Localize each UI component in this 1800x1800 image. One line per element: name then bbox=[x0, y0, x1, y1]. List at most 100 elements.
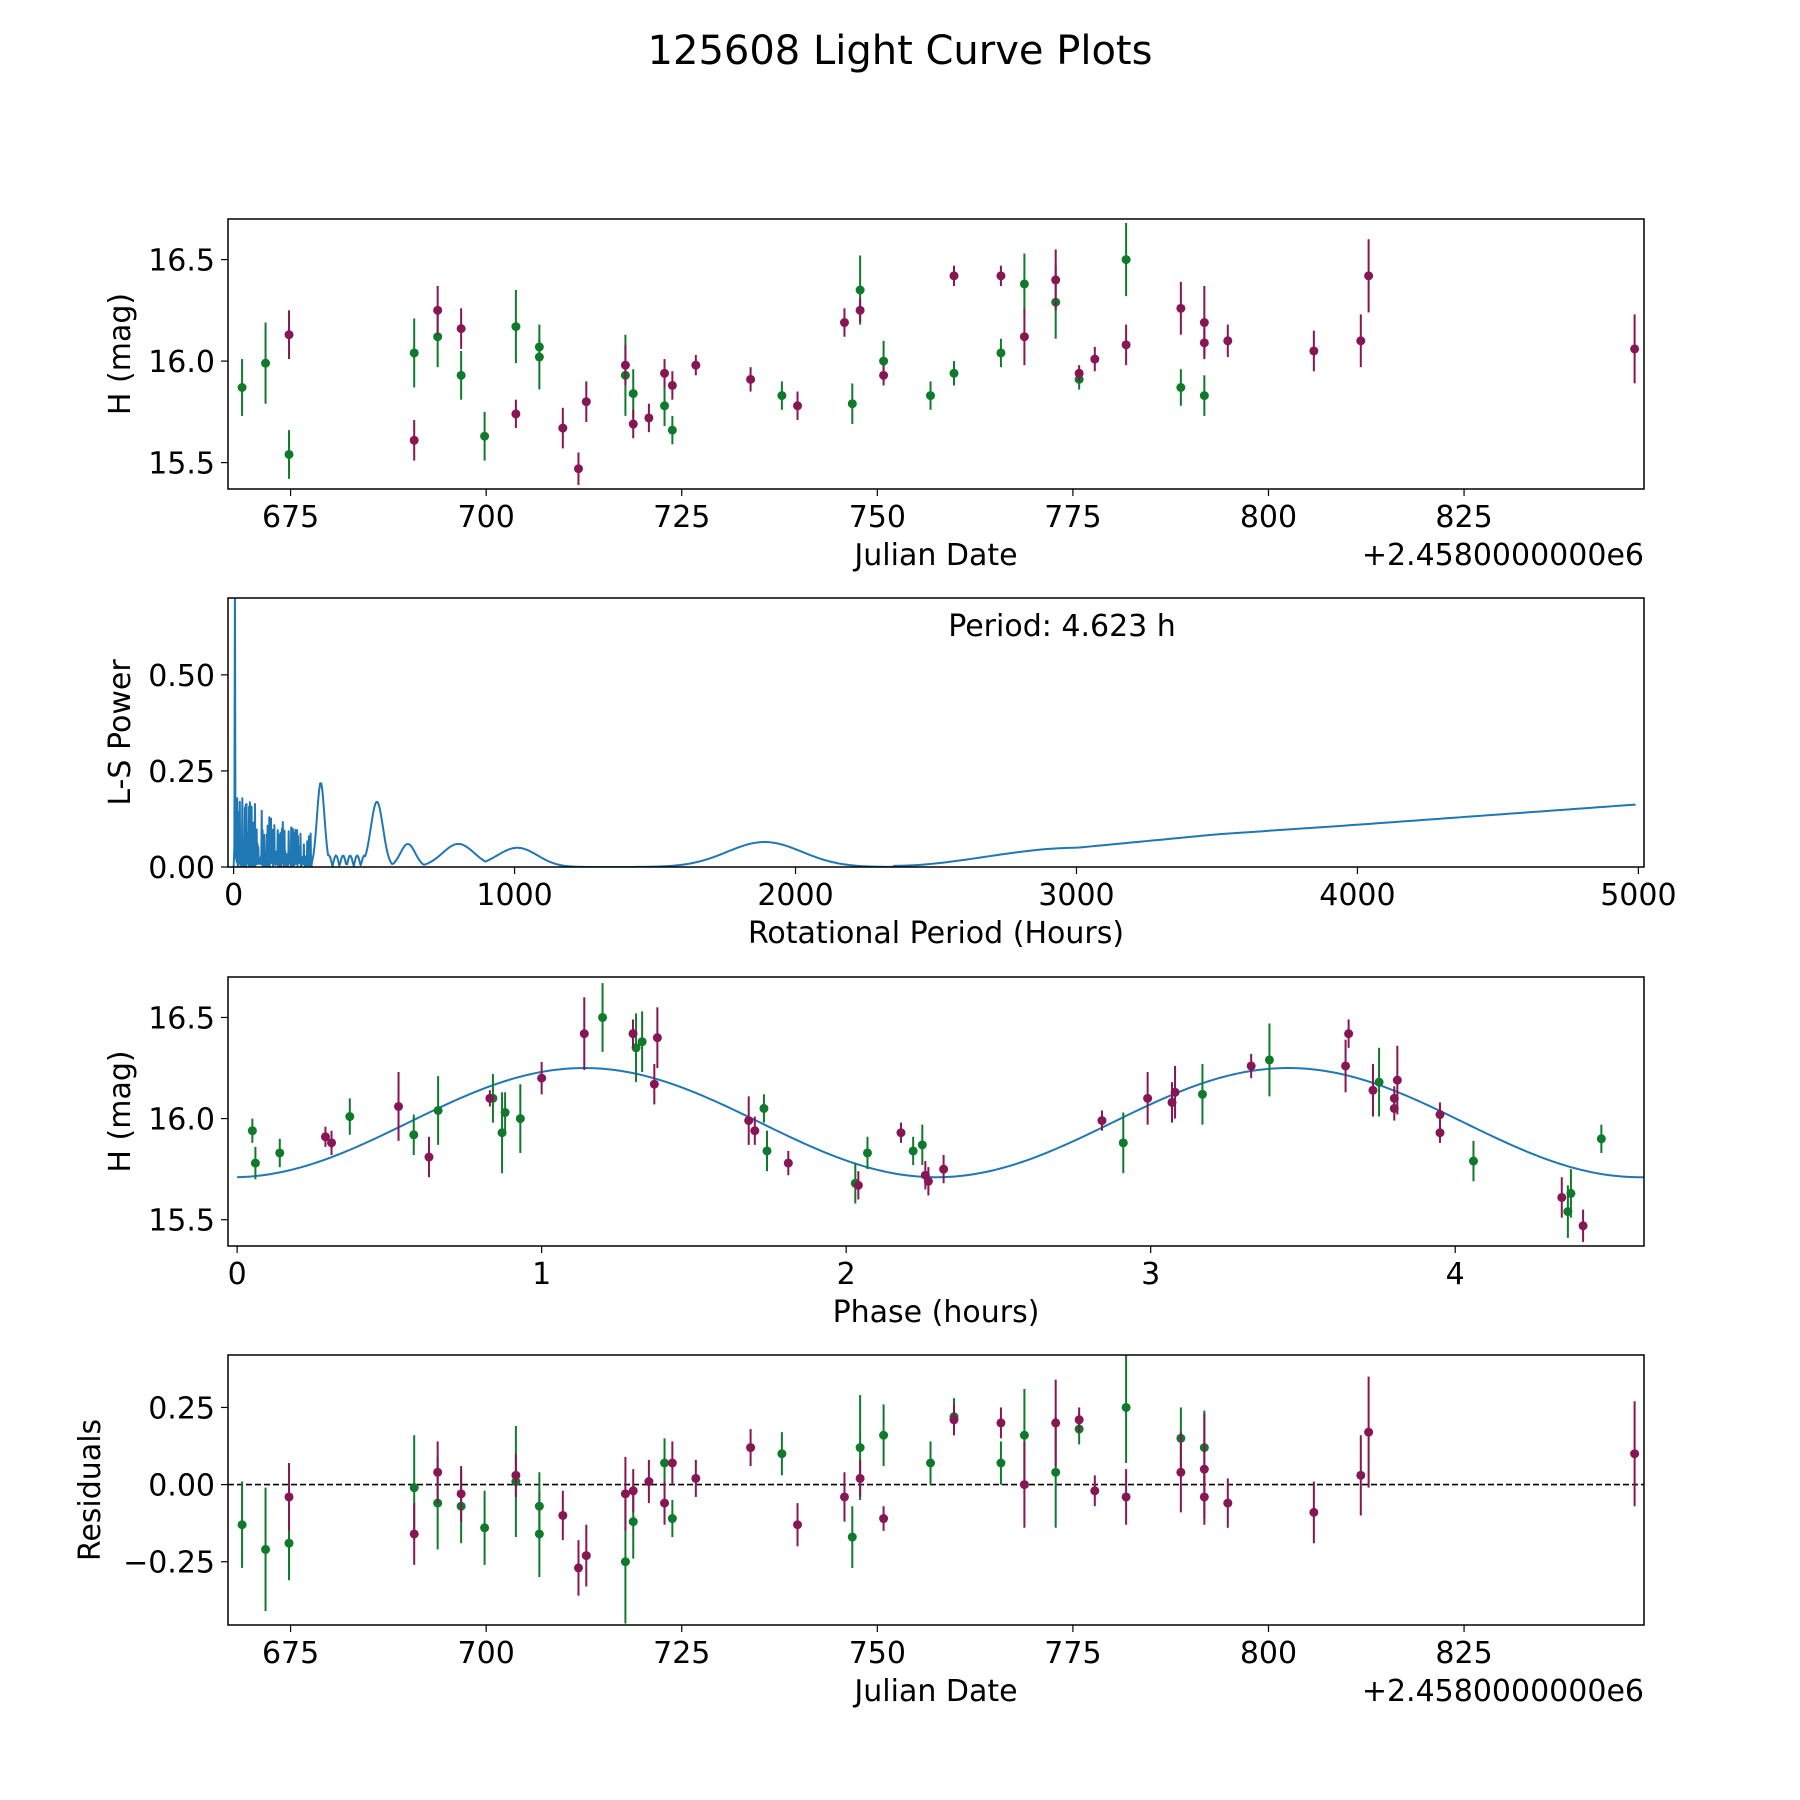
data-point bbox=[261, 1544, 271, 1554]
data-point bbox=[1090, 1486, 1100, 1496]
data-point bbox=[996, 348, 1006, 358]
x-tick-label: 775 bbox=[1044, 500, 1101, 535]
data-point bbox=[847, 399, 857, 409]
data-point bbox=[1356, 336, 1366, 346]
data-point bbox=[996, 271, 1006, 281]
x-tick-label: 825 bbox=[1435, 500, 1492, 535]
data-point bbox=[1118, 1138, 1128, 1148]
data-point bbox=[1392, 1075, 1402, 1085]
x-tick-label: 775 bbox=[1044, 1636, 1101, 1671]
data-point bbox=[558, 1510, 568, 1520]
phased-panel: 0 1 2 3 4 15.5 16.0 16.5 Phase (hours) H (mag) bbox=[103, 976, 1645, 1330]
data-point bbox=[1223, 336, 1233, 346]
phased-plot-area bbox=[237, 983, 1644, 1242]
x-tick-label: 2000 bbox=[757, 878, 833, 913]
data-point bbox=[284, 449, 294, 459]
model-curve bbox=[237, 1067, 1644, 1179]
filter-b-series bbox=[247, 983, 1606, 1238]
data-point bbox=[1264, 1055, 1274, 1065]
data-point bbox=[644, 1477, 654, 1487]
data-point bbox=[1596, 1134, 1606, 1144]
axes-frame bbox=[227, 218, 1645, 490]
x-tick-label: 4000 bbox=[1319, 878, 1395, 913]
data-point bbox=[1578, 1221, 1588, 1231]
data-point bbox=[261, 358, 271, 368]
data-point bbox=[480, 431, 490, 441]
data-point bbox=[237, 1520, 247, 1530]
data-point bbox=[1630, 344, 1640, 354]
data-point bbox=[1368, 1085, 1378, 1095]
data-point bbox=[628, 1517, 638, 1527]
data-point bbox=[433, 332, 443, 342]
data-point bbox=[534, 1529, 544, 1539]
data-point bbox=[879, 356, 889, 366]
y-axis-label: H (mag) bbox=[103, 293, 138, 415]
data-point bbox=[1364, 271, 1374, 281]
x-tick-label: 1000 bbox=[476, 878, 552, 913]
data-point bbox=[660, 1458, 670, 1468]
x-tick-label: 0 bbox=[224, 878, 243, 913]
data-point bbox=[793, 401, 803, 411]
filter-b-series bbox=[237, 1355, 1209, 1624]
data-point bbox=[853, 1180, 863, 1190]
data-point bbox=[923, 1176, 933, 1186]
data-point bbox=[1468, 1156, 1478, 1166]
data-point bbox=[456, 324, 466, 334]
data-point bbox=[1356, 1470, 1366, 1480]
data-point bbox=[1199, 1492, 1209, 1502]
y-tick-label: 15.5 bbox=[148, 1204, 215, 1239]
x-offset-label: +2.4580000000e6 bbox=[1362, 1674, 1644, 1709]
y-axis-label: Residuals bbox=[73, 1419, 108, 1561]
data-point bbox=[284, 1538, 294, 1548]
data-point bbox=[1121, 255, 1131, 265]
data-point bbox=[879, 370, 889, 380]
data-point bbox=[409, 348, 419, 358]
periodogram-line bbox=[232, 598, 1636, 867]
y-tick-label: 16.0 bbox=[148, 1103, 215, 1138]
data-point bbox=[284, 1492, 294, 1502]
data-point bbox=[667, 1514, 677, 1524]
y-tick-label: 16.5 bbox=[148, 1001, 215, 1036]
data-point bbox=[628, 419, 638, 429]
data-point bbox=[1176, 382, 1186, 392]
data-point bbox=[949, 1415, 959, 1425]
y-tick-label: 15.5 bbox=[148, 447, 215, 482]
data-point bbox=[1170, 1087, 1180, 1097]
data-point bbox=[1019, 1430, 1029, 1440]
data-point bbox=[1121, 340, 1131, 350]
data-point bbox=[908, 1146, 918, 1156]
data-point bbox=[839, 318, 849, 328]
y-tick-label: 0.00 bbox=[148, 1469, 215, 1504]
period-annotation: Period: 4.623 h bbox=[948, 609, 1176, 644]
data-point bbox=[855, 1443, 865, 1453]
data-point bbox=[500, 1108, 510, 1118]
x-axis-label: Rotational Period (Hours) bbox=[748, 916, 1124, 951]
lightcurve-panel: 675 700 725 750 775 800 825 15.5 16.0 16.5 Julian … bbox=[103, 218, 1645, 573]
data-point bbox=[750, 1126, 760, 1136]
residuals-plot-area bbox=[228, 1355, 1644, 1624]
data-point bbox=[652, 1033, 662, 1043]
x-tick-label: 700 bbox=[458, 1636, 515, 1671]
data-point bbox=[628, 1486, 638, 1496]
data-point bbox=[250, 1158, 260, 1168]
data-point bbox=[926, 1458, 936, 1468]
data-point bbox=[1019, 1480, 1029, 1490]
data-point bbox=[1199, 1464, 1209, 1474]
data-point bbox=[511, 322, 521, 332]
x-tick-label: 3 bbox=[1141, 1257, 1160, 1292]
y-axis-label: L-S Power bbox=[103, 659, 138, 806]
data-point bbox=[896, 1128, 906, 1138]
data-point bbox=[424, 1152, 434, 1162]
data-point bbox=[327, 1138, 337, 1148]
data-point bbox=[667, 1458, 677, 1468]
data-point bbox=[1051, 1418, 1061, 1428]
data-point bbox=[1630, 1449, 1640, 1459]
data-point bbox=[1199, 391, 1209, 401]
data-point bbox=[839, 1492, 849, 1502]
data-point bbox=[1309, 1507, 1319, 1517]
data-point bbox=[1019, 332, 1029, 342]
data-point bbox=[649, 1079, 659, 1089]
data-point bbox=[573, 1563, 583, 1573]
filter-a-series bbox=[320, 997, 1588, 1242]
